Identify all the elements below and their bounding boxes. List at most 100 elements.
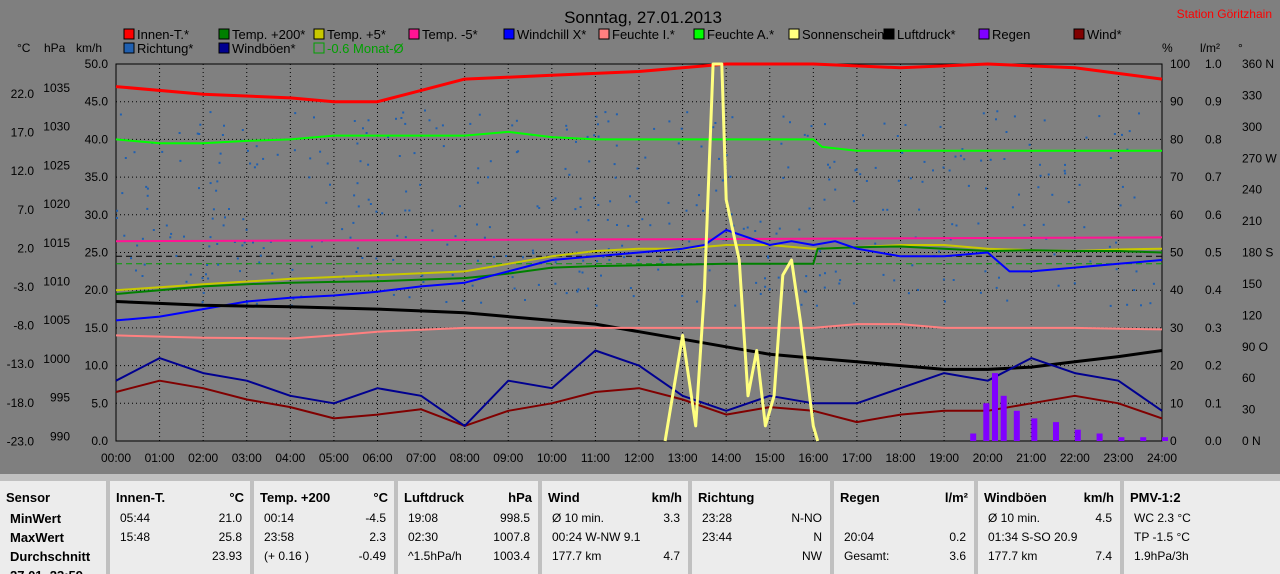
direction-point (1057, 284, 1060, 287)
direction-point (228, 208, 230, 210)
direction-point (249, 162, 252, 165)
stats-header: Luftdruck hPa (404, 490, 532, 505)
direction-point (688, 240, 691, 243)
direction-point (532, 252, 535, 255)
direction-point (196, 132, 199, 135)
unit-deg: ° (1238, 41, 1243, 55)
direction-point (246, 149, 249, 152)
direction-point (963, 158, 966, 161)
axis-rain-tick: 1.0 (1205, 57, 1222, 71)
legend-label: Windchill X* (517, 27, 586, 42)
axis-kmh-tick: 25.0 (85, 246, 109, 260)
direction-point (424, 109, 426, 112)
direction-point (1115, 268, 1118, 271)
direction-point (342, 276, 345, 279)
direction-point (996, 110, 999, 113)
direction-point (778, 227, 781, 230)
stats-cell-time: 177.7 km (988, 549, 1038, 563)
direction-point (253, 166, 256, 169)
direction-point (143, 263, 146, 266)
direction-point (341, 228, 344, 231)
rain-bar (1096, 433, 1103, 441)
direction-point (942, 278, 945, 281)
rain-bar (1118, 437, 1125, 441)
axis-kmh-tick: 20.0 (85, 283, 109, 297)
direction-point (223, 124, 225, 127)
stats-cell-time: Ø 10 min. (988, 511, 1041, 525)
direction-point (764, 277, 766, 280)
axis-temp-tick: -8.0 (13, 319, 34, 333)
axis-hpa-tick: 1035 (43, 81, 70, 95)
direction-point (818, 274, 821, 277)
stats-cell-time: 02:30 (408, 530, 439, 544)
direction-point (661, 261, 664, 264)
x-tick-label: 09:00 (493, 451, 523, 465)
x-tick-label: 01:00 (145, 451, 175, 465)
rain-bar (1013, 410, 1020, 441)
direction-point (668, 222, 671, 225)
direction-point (130, 257, 133, 260)
direction-point (353, 120, 356, 122)
direction-point (352, 221, 355, 224)
legend-label: Temp. +200* (232, 27, 305, 42)
direction-point (955, 224, 958, 227)
direction-point (488, 226, 491, 229)
stats-cell-time: Ø 10 min. (552, 511, 605, 525)
direction-point (1005, 131, 1008, 133)
axis-pct-tick: 70 (1170, 170, 1184, 184)
direction-point (833, 160, 836, 163)
direction-point (597, 135, 600, 138)
direction-point (979, 291, 982, 294)
axis-kmh-tick: 15.0 (85, 321, 109, 335)
direction-point (578, 270, 581, 273)
direction-point (356, 182, 359, 185)
stats-cell-value: 21.0 (218, 511, 242, 525)
legend-swatch (313, 28, 325, 40)
direction-point (767, 256, 770, 259)
direction-point (582, 259, 585, 262)
direction-point (681, 295, 684, 297)
axis-hpa-tick: 1020 (43, 197, 70, 211)
direction-point (641, 218, 644, 221)
direction-point (262, 247, 265, 250)
direction-point (967, 184, 970, 187)
axis-hpa-tick: 1005 (43, 313, 70, 327)
direction-point (961, 148, 964, 151)
x-tick-label: 07:00 (406, 451, 436, 465)
direction-point (989, 158, 992, 161)
x-tick-label: 03:00 (232, 451, 262, 465)
direction-point (185, 280, 188, 283)
direction-point (607, 120, 610, 123)
direction-point (413, 152, 416, 155)
direction-point (746, 226, 749, 229)
axis-rain-tick: 0.2 (1205, 359, 1222, 373)
direction-point (554, 261, 557, 264)
direction-point (199, 123, 202, 126)
x-tick-label: 06:00 (362, 451, 392, 465)
direction-point (649, 224, 652, 227)
direction-point (703, 247, 706, 250)
legend-label: Sonnenschein (802, 27, 884, 42)
direction-point (587, 287, 590, 290)
direction-point (492, 256, 495, 259)
direction-point (632, 295, 635, 298)
axis-hpa-tick: 1025 (43, 158, 70, 172)
direction-point (952, 279, 955, 281)
stats-column-unit: km/h (1083, 490, 1114, 505)
axis-temp-tick: 2.0 (17, 241, 34, 255)
rain-bar (1053, 422, 1059, 441)
direction-point (451, 274, 454, 276)
stats-column-title: Regen (840, 490, 880, 505)
direction-point (308, 176, 311, 179)
direction-point (1135, 270, 1138, 273)
direction-point (381, 212, 384, 215)
stats-column: Sensor MinWert MaxWert Durchschnitt 27.01. 2… (0, 481, 106, 574)
direction-point (725, 154, 728, 157)
x-tick-label: 14:00 (711, 451, 741, 465)
direction-point (944, 300, 946, 303)
direction-point (476, 223, 478, 226)
legend-label: Innen-T.* (137, 27, 189, 42)
stats-cell-time: 05:44 (120, 511, 151, 525)
direction-point (818, 250, 821, 253)
legend-swatch (978, 28, 990, 40)
